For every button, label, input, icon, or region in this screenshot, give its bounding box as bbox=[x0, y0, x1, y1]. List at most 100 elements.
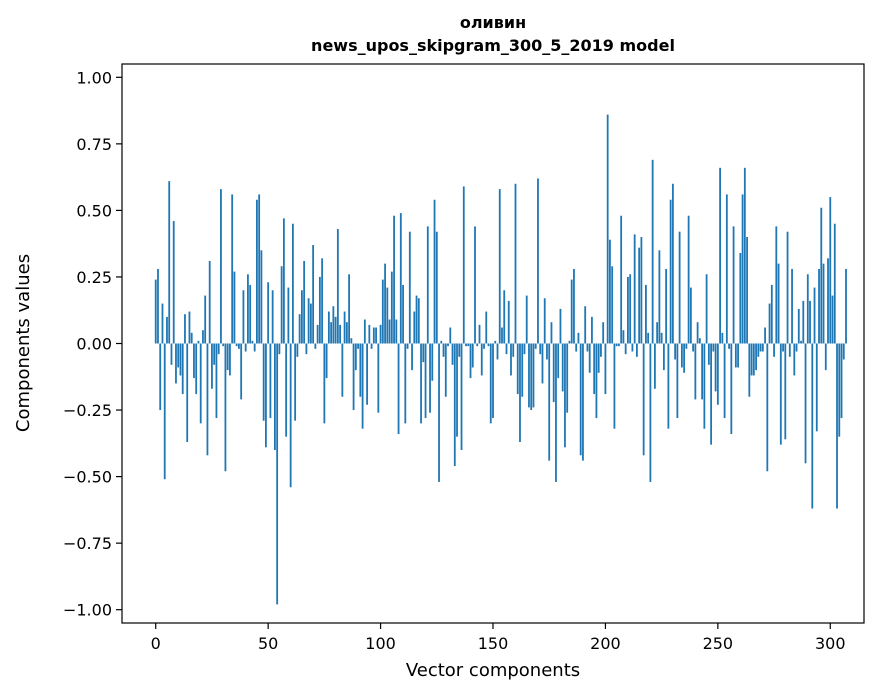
bar bbox=[512, 343, 515, 357]
bar bbox=[595, 343, 598, 419]
x-axis: 0 50 100 150 200 250 300 bbox=[151, 623, 846, 653]
bar bbox=[485, 311, 488, 344]
bar bbox=[341, 343, 344, 397]
bar bbox=[343, 311, 346, 344]
bar bbox=[638, 247, 641, 344]
bar bbox=[588, 343, 591, 373]
y-tick-label: 0.00 bbox=[76, 335, 112, 354]
bar bbox=[235, 343, 238, 347]
bar bbox=[748, 343, 751, 397]
bar bbox=[172, 221, 175, 344]
bar bbox=[532, 343, 535, 408]
bar bbox=[456, 343, 458, 437]
bar bbox=[701, 343, 704, 400]
bar bbox=[622, 330, 625, 344]
bar bbox=[375, 327, 377, 344]
bar bbox=[671, 183, 674, 344]
bar bbox=[570, 279, 573, 344]
bar bbox=[602, 322, 605, 344]
bar bbox=[240, 343, 243, 400]
bar bbox=[831, 295, 834, 344]
bar bbox=[593, 343, 596, 395]
bar bbox=[676, 343, 679, 419]
y-tick-label: 0.25 bbox=[76, 268, 112, 287]
y-tick-label: −1.00 bbox=[63, 601, 112, 620]
bar bbox=[764, 327, 766, 344]
bar bbox=[231, 194, 234, 344]
bar bbox=[211, 343, 213, 389]
bar bbox=[417, 298, 420, 344]
bar bbox=[404, 343, 407, 424]
bar bbox=[640, 237, 643, 344]
bar bbox=[550, 322, 553, 344]
bar bbox=[615, 343, 618, 347]
bar bbox=[809, 300, 811, 344]
bar bbox=[642, 343, 645, 456]
bar bbox=[296, 343, 299, 357]
bar bbox=[647, 332, 650, 344]
bar bbox=[222, 343, 225, 347]
bar bbox=[815, 343, 818, 432]
bar bbox=[438, 343, 440, 482]
bar bbox=[287, 287, 290, 344]
bar bbox=[489, 343, 492, 424]
bar bbox=[478, 324, 481, 344]
bar bbox=[766, 343, 769, 472]
bar bbox=[584, 306, 587, 344]
bar bbox=[770, 284, 773, 344]
bar bbox=[285, 343, 288, 437]
bar bbox=[739, 253, 742, 344]
bar bbox=[251, 340, 254, 344]
bar bbox=[354, 343, 357, 371]
chart-title-line2: news_upos_skipgram_300_5_2019 model bbox=[311, 36, 675, 55]
bar bbox=[680, 343, 683, 368]
bar bbox=[552, 343, 555, 403]
bar bbox=[181, 343, 184, 395]
bar bbox=[247, 274, 249, 344]
bar bbox=[725, 194, 728, 344]
bar bbox=[379, 324, 382, 344]
bar bbox=[179, 343, 182, 376]
bar bbox=[566, 343, 569, 413]
bar bbox=[597, 343, 600, 373]
bar bbox=[307, 298, 310, 344]
bar bbox=[366, 343, 368, 405]
bar bbox=[217, 343, 220, 355]
bar bbox=[651, 159, 654, 344]
bar bbox=[833, 223, 836, 344]
bar bbox=[732, 226, 735, 344]
bar bbox=[163, 343, 166, 480]
bar bbox=[827, 258, 829, 344]
bar bbox=[624, 343, 627, 355]
bar bbox=[741, 194, 744, 344]
bar bbox=[712, 343, 715, 352]
bar bbox=[487, 343, 490, 347]
bar bbox=[505, 343, 508, 355]
bar bbox=[256, 199, 258, 344]
bar bbox=[698, 338, 701, 344]
bar bbox=[202, 330, 204, 344]
bar bbox=[600, 343, 602, 357]
y-tick-label: 0.50 bbox=[76, 201, 112, 220]
bar bbox=[298, 314, 301, 344]
bar bbox=[716, 343, 719, 405]
bar bbox=[449, 327, 452, 344]
bar bbox=[568, 340, 571, 344]
bar bbox=[381, 279, 384, 344]
bar bbox=[483, 343, 485, 349]
bar bbox=[244, 343, 247, 352]
bar bbox=[213, 343, 216, 365]
bar bbox=[278, 343, 281, 355]
bar bbox=[633, 234, 636, 344]
bar bbox=[474, 226, 476, 344]
bar bbox=[467, 343, 470, 347]
bar bbox=[271, 290, 274, 344]
bar bbox=[386, 287, 389, 344]
bar bbox=[800, 340, 802, 344]
bar bbox=[786, 231, 789, 344]
bar bbox=[514, 183, 517, 344]
bar bbox=[609, 239, 611, 344]
bar bbox=[653, 343, 656, 389]
bar bbox=[402, 284, 404, 344]
bar bbox=[795, 343, 798, 352]
